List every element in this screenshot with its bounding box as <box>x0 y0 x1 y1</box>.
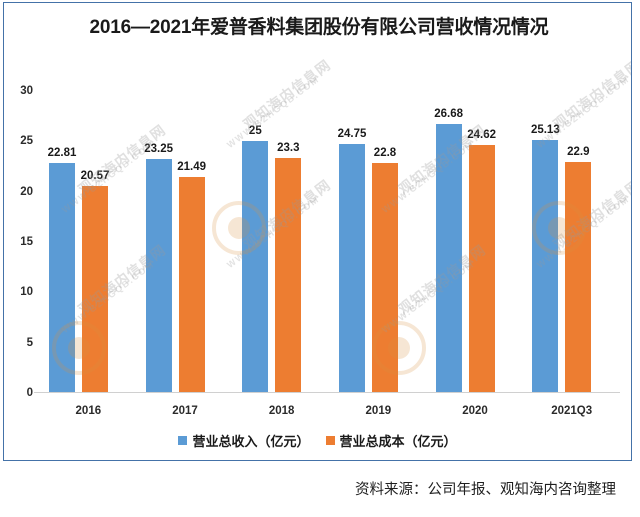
y-axis-tick-label: 20 <box>20 185 33 198</box>
bar-value-label: 25.13 <box>530 124 560 137</box>
legend-swatch-icon <box>178 436 188 445</box>
y-axis-tick-label: 10 <box>20 286 33 299</box>
bar-value-label: 23.25 <box>144 142 174 155</box>
legend-swatch-icon <box>325 436 335 445</box>
bar-value-label: 21.49 <box>177 160 207 173</box>
bar-group: 22.81 20.57 <box>40 91 137 393</box>
bar-group: 25 23.3 <box>233 91 330 393</box>
bar-value-label: 20.57 <box>80 169 110 182</box>
bar-group: 25.13 22.9 <box>523 91 620 393</box>
chart-title: 2016—2021年爱普香料集团股份有限公司营收情况情况 <box>89 17 549 38</box>
bar-value-label: 22.8 <box>373 147 397 160</box>
x-axis-tick-label: 2018 <box>268 405 295 417</box>
x-axis-tick-label: 2019 <box>365 405 392 417</box>
y-axis-tick-label: 25 <box>20 135 33 148</box>
bar-value-label: 22.9 <box>567 146 590 159</box>
y-axis-tick-label: 0 <box>26 387 33 399</box>
bar-cost[interactable]: 21.49 <box>177 161 206 393</box>
bar-value-label: 26.68 <box>434 108 464 121</box>
bar-value-label: 22.81 <box>47 147 77 160</box>
legend-label: 营业总成本（亿元） <box>339 434 457 449</box>
bar-revenue[interactable]: 24.75 <box>338 128 366 393</box>
y-axis-tick-label: 30 <box>20 85 33 97</box>
bar-group: 26.68 24.62 <box>427 91 524 393</box>
bar-cost[interactable]: 20.57 <box>81 170 109 393</box>
bar-revenue[interactable]: 25 <box>242 125 269 393</box>
y-axis-tick-label: 5 <box>26 336 33 349</box>
bar-revenue[interactable]: 22.81 <box>48 147 76 393</box>
x-axis-tick-label: 2021Q3 <box>551 405 593 417</box>
x-axis-tick-label: 2017 <box>172 405 198 417</box>
plot-area: 0 5 10 15 20 25 30 2016 2017 2018 2019 2020 2021Q3 … <box>20 85 620 417</box>
bar-cost[interactable]: 22.9 <box>565 146 592 393</box>
bar-value-label: 24.62 <box>467 129 497 142</box>
bar-cost[interactable]: 22.8 <box>372 147 398 393</box>
bar-group: 24.75 22.8 <box>330 91 427 393</box>
bar-value-label: 24.75 <box>337 127 367 140</box>
bar-cost[interactable]: 23.3 <box>275 142 302 393</box>
x-axis-tick-label: 2020 <box>462 405 488 417</box>
bar-cost[interactable]: 24.62 <box>467 129 496 393</box>
source-note: 资料来源：公司年报、观知海内咨询整理 <box>355 482 616 498</box>
legend-item-cost[interactable]: 营业总成本（亿元） <box>325 431 457 450</box>
bar-group: 23.25 21.49 <box>137 91 234 393</box>
bar-revenue[interactable]: 25.13 <box>531 124 560 393</box>
bar-revenue[interactable]: 23.25 <box>144 143 173 393</box>
chart-legend: 营业总收入（亿元） 营业总成本（亿元） <box>4 431 631 450</box>
bar-value-label: 23.3 <box>277 142 300 155</box>
legend-item-revenue[interactable]: 营业总收入（亿元） <box>178 431 310 450</box>
y-axis-tick-label: 15 <box>20 236 33 248</box>
chart-container: 2016—2021年爱普香料集团股份有限公司营收情况情况 0 5 10 15 20 25 3… <box>3 2 632 461</box>
x-axis-tick-label: 2016 <box>75 405 102 417</box>
bar-revenue[interactable]: 26.68 <box>434 108 463 393</box>
bar-value-label: 25 <box>248 125 262 138</box>
legend-label: 营业总收入（亿元） <box>192 434 310 449</box>
category-axis-line <box>34 392 620 393</box>
